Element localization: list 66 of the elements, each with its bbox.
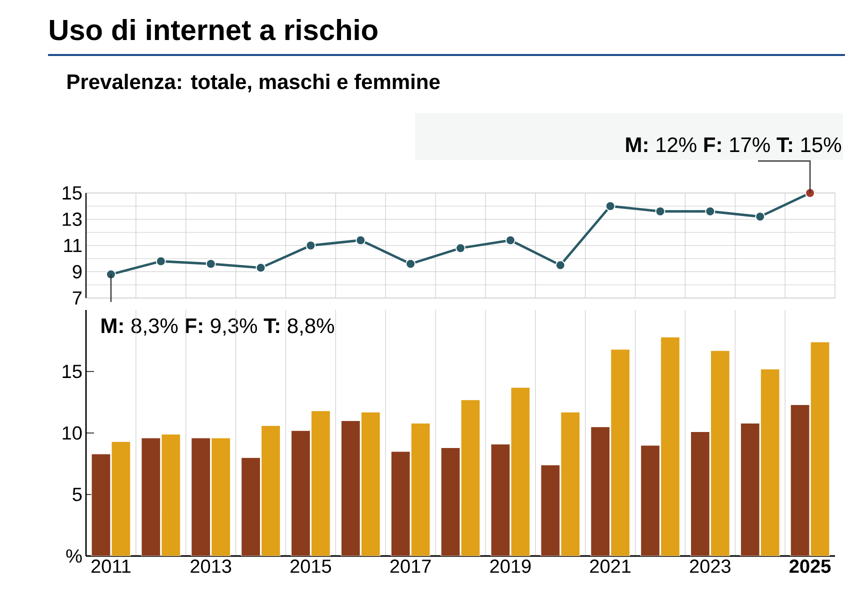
x-tick-label: 2015 — [290, 560, 332, 573]
bar — [760, 368, 780, 556]
x-tick-label: 2019 — [490, 560, 531, 573]
bar — [260, 425, 281, 556]
point — [306, 240, 316, 250]
bar — [440, 447, 460, 556]
bar — [360, 412, 380, 556]
x-tick-label: 2023 — [690, 560, 730, 573]
bar — [810, 342, 830, 556]
point — [505, 235, 516, 246]
y-tick-label: 5 — [72, 488, 82, 502]
annotation: M: 8,3% F: 9,3% T: 8,8% — [102, 318, 334, 336]
y-tick-label: 9 — [72, 265, 82, 278]
bar — [191, 438, 211, 556]
bar — [211, 438, 231, 556]
chart-subtitle: Prevalenza: totale, maschi e femmine — [68, 74, 440, 92]
point — [206, 258, 216, 269]
bar — [340, 420, 360, 556]
bar — [161, 434, 181, 556]
bar — [610, 349, 630, 556]
point — [456, 243, 466, 254]
point — [755, 212, 766, 222]
bar — [660, 336, 680, 556]
point — [555, 260, 566, 270]
point — [705, 206, 716, 216]
annotation: M: 12% F: 17% T: 15% — [626, 137, 842, 152]
bar — [141, 438, 161, 556]
bar — [640, 444, 660, 556]
bar — [390, 451, 410, 556]
x-tick-label: 2013 — [190, 560, 232, 573]
y-tick-label: 15 — [62, 186, 82, 200]
y-tick-label: % — [66, 549, 82, 563]
bar — [91, 454, 111, 556]
bar — [111, 441, 131, 556]
point — [356, 235, 366, 246]
x-tick-label: 2017 — [390, 560, 431, 573]
bar — [460, 399, 480, 556]
point — [605, 201, 616, 212]
bar — [490, 444, 510, 556]
bar — [510, 387, 530, 556]
point — [106, 269, 116, 280]
bar — [540, 464, 560, 556]
bar — [710, 350, 730, 556]
point — [256, 262, 266, 273]
y-tick-label: 7 — [72, 291, 82, 305]
y-tick-label: 13 — [62, 212, 82, 226]
bar — [410, 422, 430, 556]
bar — [241, 457, 261, 556]
point — [805, 188, 816, 198]
y-tick-label: 10 — [62, 426, 82, 440]
chart-title: Uso di internet a rischio — [50, 18, 378, 40]
bar — [590, 426, 610, 556]
bar — [690, 431, 710, 556]
y-tick-label: 11 — [64, 238, 82, 252]
x-tick-label: 2021 — [590, 560, 630, 573]
bar — [740, 422, 760, 556]
point — [655, 206, 666, 216]
point — [406, 258, 416, 269]
bar — [560, 412, 580, 556]
bar — [290, 430, 311, 556]
bar — [310, 410, 330, 556]
point — [156, 256, 166, 266]
x-tick-label: 2011 — [92, 560, 130, 573]
y-tick-label: 15 — [62, 364, 82, 378]
bar — [790, 404, 810, 556]
x-tick-label: 2025 — [790, 560, 831, 573]
